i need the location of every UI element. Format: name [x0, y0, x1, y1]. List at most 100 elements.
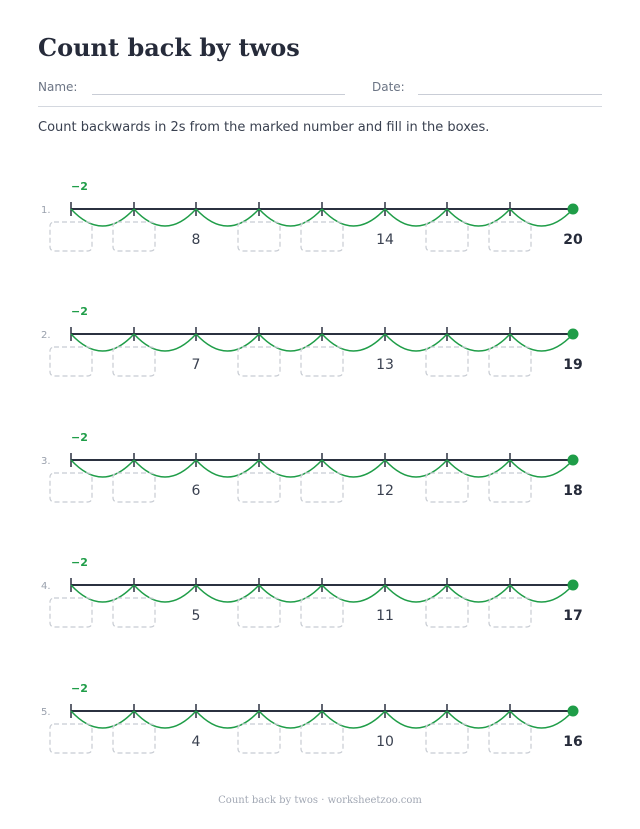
given-value: 4: [192, 734, 201, 750]
hop-arc: [384, 208, 448, 227]
answer-box[interactable]: [488, 221, 532, 252]
hop-arc: [446, 208, 511, 227]
answer-box[interactable]: [425, 597, 469, 628]
hop-arc: [70, 208, 135, 227]
number-line-problem: −2 1. 8 14 20: [0, 175, 640, 285]
start-marker: [567, 328, 579, 340]
answer-box[interactable]: [425, 723, 469, 754]
step-label: −2: [71, 431, 88, 444]
step-label: −2: [71, 556, 88, 569]
date-field[interactable]: [418, 94, 602, 95]
answer-box[interactable]: [425, 221, 469, 252]
problem-number: 5.: [41, 707, 51, 718]
answer-box[interactable]: [237, 723, 281, 754]
hop-arc: [133, 459, 197, 478]
hop-arc: [509, 333, 574, 352]
start-value: 17: [563, 608, 582, 624]
hop-arc: [133, 710, 197, 729]
start-value: 19: [563, 357, 582, 373]
answer-box[interactable]: [488, 597, 532, 628]
start-value: 18: [563, 483, 582, 499]
hop-arc: [258, 584, 323, 603]
number-line-problem: −2 3. 6 12 18: [0, 426, 640, 536]
answer-box[interactable]: [300, 346, 344, 377]
answer-box[interactable]: [49, 597, 93, 628]
page-title: Count back by twos: [38, 33, 300, 62]
hop-arc: [195, 208, 260, 227]
hop-arc: [133, 584, 197, 603]
hop-arc: [133, 208, 197, 227]
answer-box[interactable]: [237, 472, 281, 503]
answer-box[interactable]: [300, 723, 344, 754]
number-line: −2 3. 6 12 18: [41, 431, 583, 503]
hop-arc: [384, 333, 448, 352]
given-value: 11: [376, 608, 394, 624]
instructions: Count backwards in 2s from the marked nu…: [38, 120, 490, 135]
answer-box[interactable]: [488, 346, 532, 377]
hop-arc: [321, 584, 386, 603]
hop-arc: [70, 710, 135, 729]
hop-arc: [258, 333, 323, 352]
start-marker: [567, 454, 579, 466]
given-value: 13: [376, 357, 394, 373]
answer-box[interactable]: [425, 472, 469, 503]
hop-arc: [384, 584, 448, 603]
given-value: 14: [376, 232, 394, 248]
answer-box[interactable]: [300, 472, 344, 503]
start-marker: [567, 705, 579, 717]
footer: Count back by twos · worksheetzoo.com: [218, 795, 422, 806]
hop-arc: [70, 333, 135, 352]
answer-box[interactable]: [112, 346, 156, 377]
given-value: 5: [192, 608, 201, 624]
hop-arc: [195, 459, 260, 478]
hop-arc: [321, 208, 386, 227]
answer-box[interactable]: [425, 346, 469, 377]
hop-arc: [509, 710, 574, 729]
answer-box[interactable]: [237, 346, 281, 377]
answer-box[interactable]: [112, 221, 156, 252]
hop-arc: [321, 710, 386, 729]
answer-box[interactable]: [49, 472, 93, 503]
answer-box[interactable]: [237, 221, 281, 252]
hop-arc: [195, 584, 260, 603]
start-marker: [567, 203, 579, 215]
header-divider: [38, 106, 602, 107]
given-value: 8: [192, 232, 201, 248]
problem-number: 4.: [41, 581, 51, 592]
problem-number: 3.: [41, 456, 51, 467]
answer-box[interactable]: [112, 723, 156, 754]
hop-arc: [70, 459, 135, 478]
hop-arc: [509, 459, 574, 478]
answer-box[interactable]: [488, 472, 532, 503]
answer-box[interactable]: [112, 597, 156, 628]
answer-box[interactable]: [49, 346, 93, 377]
start-marker: [567, 579, 579, 591]
answer-box[interactable]: [49, 221, 93, 252]
hop-arc: [133, 333, 197, 352]
hop-arc: [384, 459, 448, 478]
date-label: Date:: [372, 80, 405, 94]
hop-arc: [446, 710, 511, 729]
hop-arc: [446, 459, 511, 478]
hop-arc: [195, 333, 260, 352]
answer-box[interactable]: [300, 221, 344, 252]
name-field[interactable]: [92, 94, 345, 95]
name-label: Name:: [38, 80, 78, 94]
step-label: −2: [71, 682, 88, 695]
given-value: 7: [192, 357, 201, 373]
answer-box[interactable]: [112, 472, 156, 503]
answer-box[interactable]: [237, 597, 281, 628]
answer-box[interactable]: [49, 723, 93, 754]
hop-arc: [321, 459, 386, 478]
problem-number: 1.: [41, 205, 51, 216]
problem-number: 2.: [41, 330, 51, 341]
number-line: −2 1. 8 14 20: [41, 180, 583, 252]
hop-arc: [446, 333, 511, 352]
step-label: −2: [71, 305, 88, 318]
hop-arc: [70, 584, 135, 603]
answer-box[interactable]: [488, 723, 532, 754]
hop-arc: [446, 584, 511, 603]
number-line: −2 5. 4 10 16: [41, 682, 583, 754]
answer-box[interactable]: [300, 597, 344, 628]
given-value: 6: [192, 483, 201, 499]
